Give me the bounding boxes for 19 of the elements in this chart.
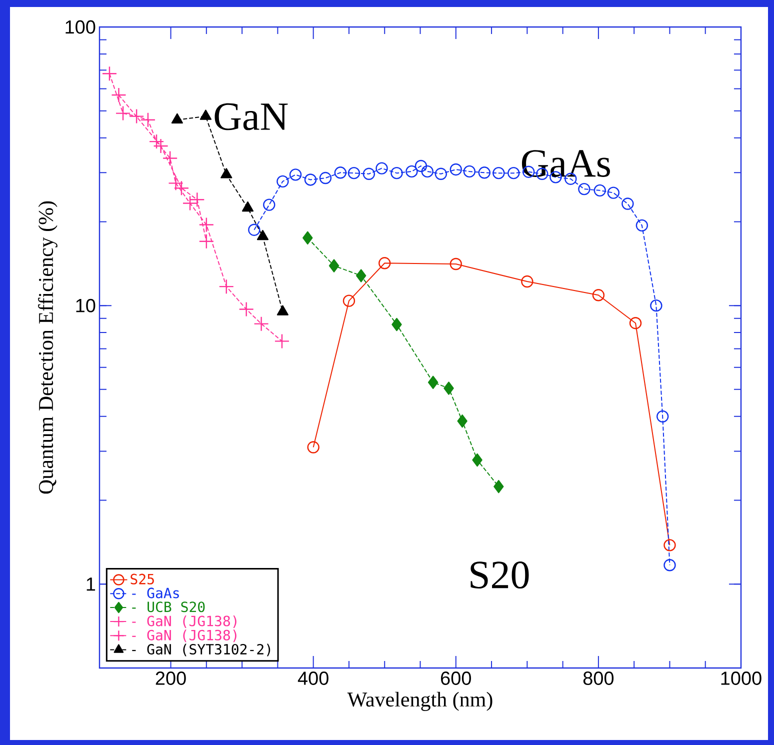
y-tick-label: 10 xyxy=(76,298,96,312)
y-tick-label: 100 xyxy=(66,20,96,34)
legend-label: - GaAs xyxy=(132,588,179,598)
y-axis-title: Quantum Detection Efficiency (%) xyxy=(38,201,58,494)
legend-label: - GaN (JG138) xyxy=(132,630,236,642)
legend-label: - GaN (JG138) xyxy=(132,615,236,628)
annotation: GaN xyxy=(214,103,288,130)
x-tick-label: 400 xyxy=(298,672,328,685)
legend-label: - GaN (SYT3102-2) xyxy=(132,644,270,656)
x-axis-title: Wavelength (nm) xyxy=(347,692,492,711)
annotation: S20 xyxy=(470,562,529,589)
legend-label: - UCB S20 xyxy=(132,602,205,612)
x-tick-label: 800 xyxy=(583,672,614,685)
x-tick-label: 200 xyxy=(156,672,186,685)
legend-label: S25 xyxy=(130,574,154,584)
x-tick-label: 600 xyxy=(440,672,471,685)
annotation: GaAs xyxy=(522,150,610,177)
y-tick-label: 1 xyxy=(86,578,96,591)
x-tick-label: 1000 xyxy=(721,672,762,685)
